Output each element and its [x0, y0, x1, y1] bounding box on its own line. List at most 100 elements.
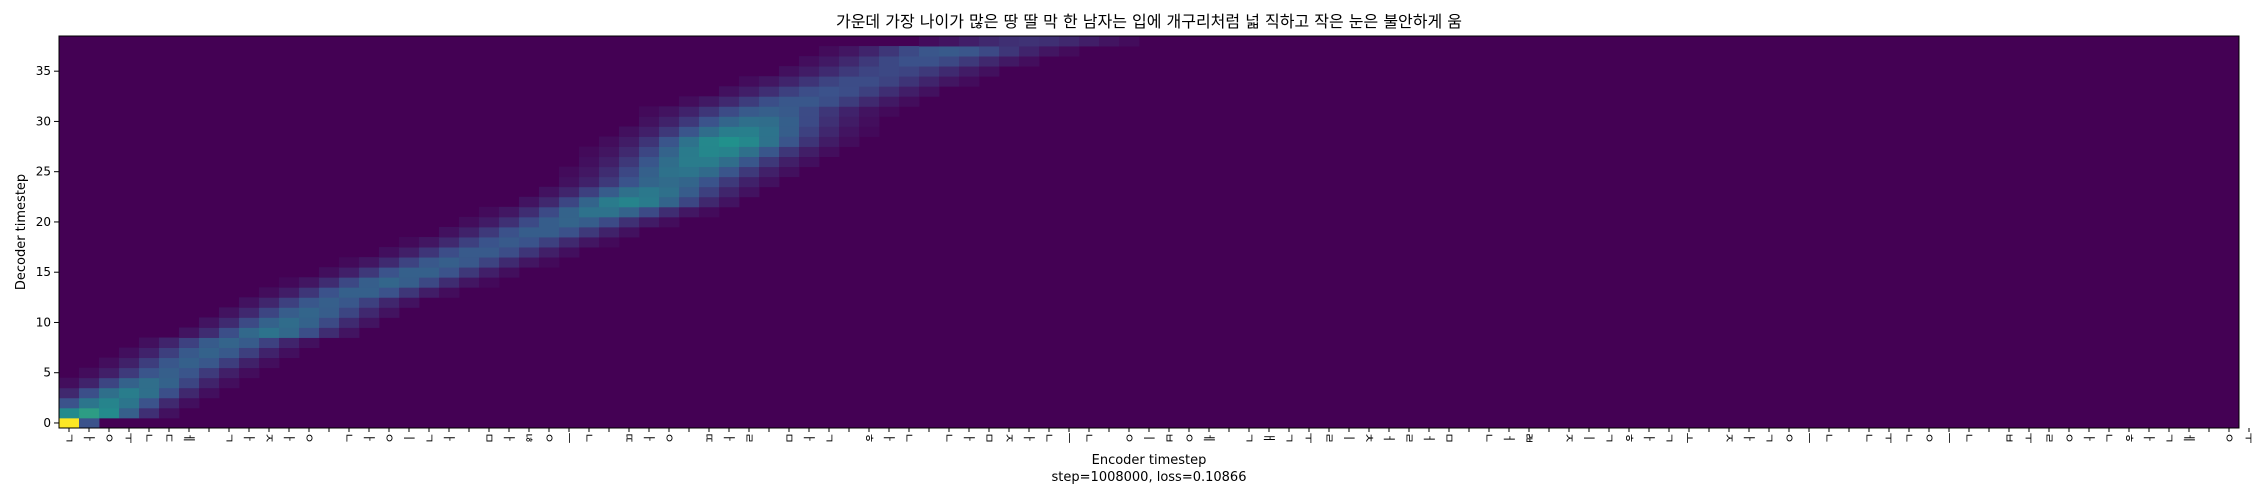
heatmap-cell — [199, 387, 220, 399]
x-tick-label: ㅇ — [302, 432, 316, 443]
heatmap-cell — [959, 76, 980, 87]
heatmap-cell — [619, 176, 640, 188]
heatmap-cell — [559, 237, 580, 248]
heatmap-cell — [1039, 46, 1060, 57]
heatmap-cell — [439, 247, 460, 258]
heatmap-cell — [679, 166, 700, 178]
x-tick-label: ㄱ — [222, 432, 236, 443]
heatmap-cell — [359, 257, 380, 268]
heatmap-cell — [779, 166, 800, 178]
heatmap-cell — [319, 327, 340, 338]
heatmap-cell — [1099, 36, 1120, 47]
x-tick-label: ㄱ — [1662, 432, 1676, 443]
heatmap-cell — [599, 156, 620, 168]
x-tick-label: ㄹ — [2042, 432, 2056, 443]
heatmap-cell — [719, 186, 740, 198]
heatmap-cell — [559, 247, 580, 258]
heatmap-cell — [659, 176, 680, 188]
heatmap-cells — [59, 36, 1140, 429]
x-tick-label: ㅇ — [1782, 432, 1796, 443]
heatmap-cell — [759, 106, 780, 117]
heatmap-cell — [339, 257, 360, 268]
heatmap-cell — [339, 317, 360, 328]
heatmap-cell — [279, 337, 300, 348]
heatmap-cell — [919, 56, 940, 67]
heatmap-cell — [739, 76, 760, 87]
heatmap-cell — [919, 86, 940, 97]
heatmap-cell — [1079, 36, 1100, 47]
x-tick-label: ㅈ — [1002, 432, 1016, 443]
x-tick-label: ㅏ — [282, 432, 296, 443]
heatmap-cell — [999, 56, 1020, 67]
heatmap-cell — [379, 307, 400, 318]
heatmap-cell — [139, 397, 160, 409]
heatmap-cell — [339, 267, 360, 278]
heatmap-cell — [659, 186, 680, 198]
heatmap-cell — [279, 307, 300, 318]
x-tick-label: ㄷ — [162, 432, 176, 443]
heatmap-cell — [699, 116, 720, 127]
heatmap-cell — [839, 106, 860, 117]
heatmap-cell — [319, 317, 340, 328]
heatmap-cell — [719, 126, 740, 137]
heatmap-cell — [299, 337, 320, 348]
heatmap-cell — [459, 257, 480, 268]
y-tick-label: 30 — [36, 114, 51, 128]
heatmap-cell — [59, 407, 80, 419]
heatmap-cell — [359, 267, 380, 278]
heatmap-cell — [339, 297, 360, 308]
heatmap-cell — [739, 96, 760, 107]
heatmap-cell — [459, 237, 480, 248]
heatmap-cell — [159, 407, 180, 419]
heatmap-cell — [779, 126, 800, 137]
x-tick-label: ㄹ — [742, 432, 756, 443]
x-tick-label: ㅏ — [1642, 432, 1656, 443]
heatmap-cell — [799, 106, 820, 117]
x-tick-label: ㅗ — [1682, 432, 1696, 443]
heatmap-cell — [419, 277, 440, 288]
heatmap-cell — [879, 76, 900, 87]
heatmap-cell — [939, 56, 960, 67]
heatmap-cell — [699, 176, 720, 188]
x-tick-label: ㅇ — [1922, 432, 1936, 443]
heatmap-cell — [639, 166, 660, 178]
heatmap-cell — [119, 357, 140, 369]
heatmap-cell — [819, 76, 840, 87]
heatmap-cell — [819, 136, 840, 147]
heatmap-cell — [699, 156, 720, 168]
heatmap-cell — [779, 76, 800, 87]
heatmap-cell — [759, 156, 780, 168]
heatmap-cell — [179, 357, 200, 369]
chart-title: 가운데 가장 나이가 많은 땅 딸 막 한 남자는 입에 개구리처럼 넓 직하고… — [836, 12, 1462, 31]
heatmap-cell — [679, 206, 700, 218]
x-tick-label: ㅁ — [982, 432, 996, 443]
heatmap-cell — [839, 116, 860, 127]
x-axis: ㄱㅏㅇㅜㄴㄷㅔㄱㅏㅈㅏㅇㄴㅏㅇㅣㄱㅏㅁㅏㄶㅇㅡㄴㄸㅏㅇㄸㅏㄹㅁㅏㄱㅎㅏㄴㄴㅏㅁㅈ… — [62, 428, 2256, 444]
x-tick-label: ㄴ — [582, 432, 596, 443]
x-tick-label: ㄶ — [522, 432, 536, 443]
x-tick-label: ㄱ — [1602, 432, 1616, 443]
heatmap-cell — [799, 76, 820, 87]
heatmap-cell — [539, 186, 560, 198]
heatmap-cell — [599, 237, 620, 248]
heatmap-cell — [139, 387, 160, 399]
heatmap-cell — [579, 216, 600, 228]
heatmap-cell — [639, 186, 660, 198]
heatmap-cell — [919, 46, 940, 57]
heatmap-cell — [759, 146, 780, 158]
heatmap-cell — [779, 86, 800, 97]
heatmap-cell — [499, 267, 520, 278]
heatmap-cell — [679, 136, 700, 147]
x-tick-label: ㅜ — [122, 432, 136, 443]
heatmap-cell — [1059, 36, 1080, 47]
heatmap-cell — [559, 166, 580, 178]
heatmap-cell — [459, 216, 480, 228]
heatmap-cell — [119, 377, 140, 389]
heatmap-cell — [819, 116, 840, 127]
x-tick-label: ㄴ — [342, 432, 356, 443]
step-loss-caption: step=1008000, loss=0.10866 — [1052, 470, 1247, 485]
heatmap-cell — [819, 66, 840, 77]
heatmap-cell — [59, 397, 80, 409]
heatmap-cell — [179, 337, 200, 348]
heatmap-cell — [799, 126, 820, 137]
